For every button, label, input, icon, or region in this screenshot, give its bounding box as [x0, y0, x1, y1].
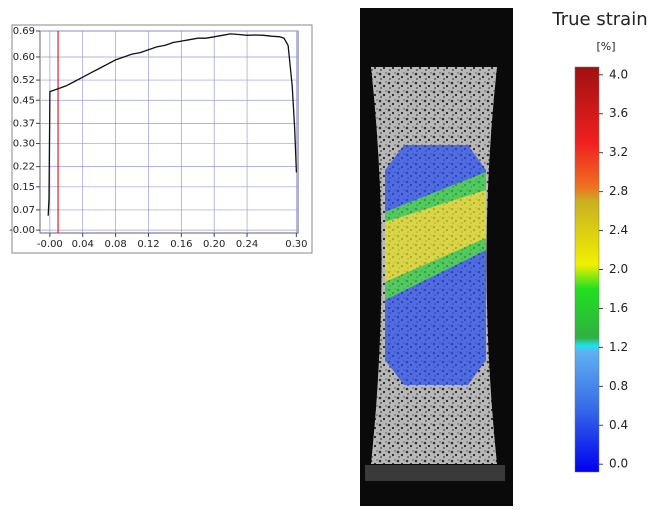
y-tick-label: 0.37	[13, 118, 35, 129]
y-tick-label: 0.30	[13, 139, 35, 150]
colorbar-tick-label: 2.4	[609, 223, 628, 237]
plot-area	[39, 30, 299, 234]
colorbar-tick-label: 2.0	[609, 262, 628, 276]
x-tick-label: 0.24	[236, 239, 258, 250]
y-tick-label: 0.69	[13, 26, 35, 37]
y-tick-label: 0.52	[13, 75, 35, 86]
y-tick-label: -0.00	[9, 225, 35, 236]
colorbar-tick-label: 1.2	[609, 340, 628, 354]
colorbar-tick-label: 1.6	[609, 301, 628, 315]
specimen-image	[360, 8, 513, 506]
colorbar-tick-label: 0.4	[609, 418, 628, 432]
colorbar-unit: [%]	[596, 40, 615, 53]
y-tick-label: 0.45	[13, 95, 35, 106]
colorbar-tick-label: 0.8	[609, 379, 628, 393]
data-line	[47, 33, 298, 216]
y-tick-label: 0.22	[13, 162, 35, 173]
x-tick-label: -0.00	[37, 239, 63, 250]
y-tick-label: 0.07	[13, 205, 35, 216]
x-tick-label: 0.20	[203, 239, 225, 250]
colorbar-tick-label: 4.0	[609, 67, 628, 81]
colorbar-tick-label: 0.0	[609, 457, 628, 471]
colorbar-tick-label: 2.8	[609, 184, 628, 198]
y-tick-label: 0.60	[13, 52, 35, 63]
x-tick-label: 0.30	[285, 239, 307, 250]
x-tick-label: 0.04	[72, 239, 94, 250]
y-tick-label: 0.15	[13, 182, 35, 193]
x-tick-label: 0.16	[170, 239, 192, 250]
colorbar	[574, 66, 600, 473]
colorbar-tick-label: 3.2	[609, 145, 628, 159]
colorbar-tick-label: 3.6	[609, 106, 628, 120]
chart-frame	[11, 24, 313, 254]
colorbar-title: True strain	[551, 9, 647, 30]
x-tick-label: 0.12	[137, 239, 159, 250]
x-tick-label: 0.08	[104, 239, 126, 250]
